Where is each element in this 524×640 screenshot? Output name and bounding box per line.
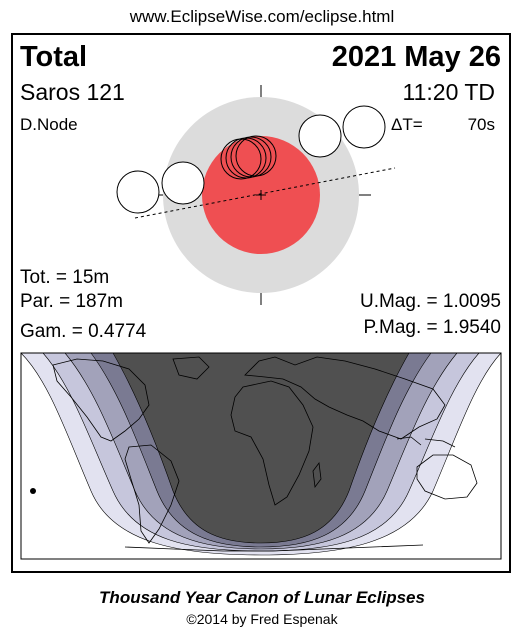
umbral-magnitude: U.Mag. = 1.0095 xyxy=(359,291,501,312)
totality-duration: Tot. = 15m xyxy=(20,267,110,288)
south-america-outline xyxy=(124,444,180,544)
world-map xyxy=(20,352,502,560)
source-url[interactable]: www.EclipseWise.com/eclipse.html xyxy=(129,7,395,26)
moon-zenith-marker xyxy=(30,488,36,494)
moon-position-1 xyxy=(116,170,160,214)
moon-position-8 xyxy=(342,105,386,149)
canon-title: Thousand Year Canon of Lunar Eclipses xyxy=(99,588,425,607)
moon-position-6 xyxy=(235,135,277,177)
gamma-value: Gam. = 0.4774 xyxy=(20,321,147,342)
indonesia-outline xyxy=(396,436,456,448)
map-border xyxy=(20,352,502,560)
europe-asia-outline xyxy=(244,356,446,440)
eclipse-panel: Total 2021 May 26 Saros 121 11:20 TD D.N… xyxy=(11,33,511,573)
eclipse-date: 2021 May 26 xyxy=(331,41,501,73)
node-label: D.Node xyxy=(20,115,78,134)
africa-outline xyxy=(230,380,314,506)
partial-duration: Par. = 187m xyxy=(20,291,123,312)
madagascar-outline xyxy=(312,461,322,489)
moon-position-7 xyxy=(298,114,342,158)
eclipse-type: Total xyxy=(20,41,88,73)
eclipse-time: 11:20 TD xyxy=(402,79,495,105)
copyright: ©2014 by Fred Espenak xyxy=(186,611,338,627)
night-region xyxy=(112,352,410,544)
delta-t-label: ΔT= xyxy=(391,115,423,134)
shadow-diagram xyxy=(116,85,396,305)
antarctica-outline xyxy=(124,544,424,552)
ecliptic-line xyxy=(134,167,396,219)
north-america-outline xyxy=(52,358,150,442)
delta-t-value: 70s xyxy=(467,115,495,134)
eclipse-diagram xyxy=(20,85,502,560)
saros-number: Saros 121 xyxy=(20,79,125,105)
penumbral-magnitude: P.Mag. = 1.9540 xyxy=(363,317,501,338)
australia-outline xyxy=(416,454,478,500)
greenland-outline xyxy=(172,356,210,380)
moon-position-2 xyxy=(161,161,205,205)
